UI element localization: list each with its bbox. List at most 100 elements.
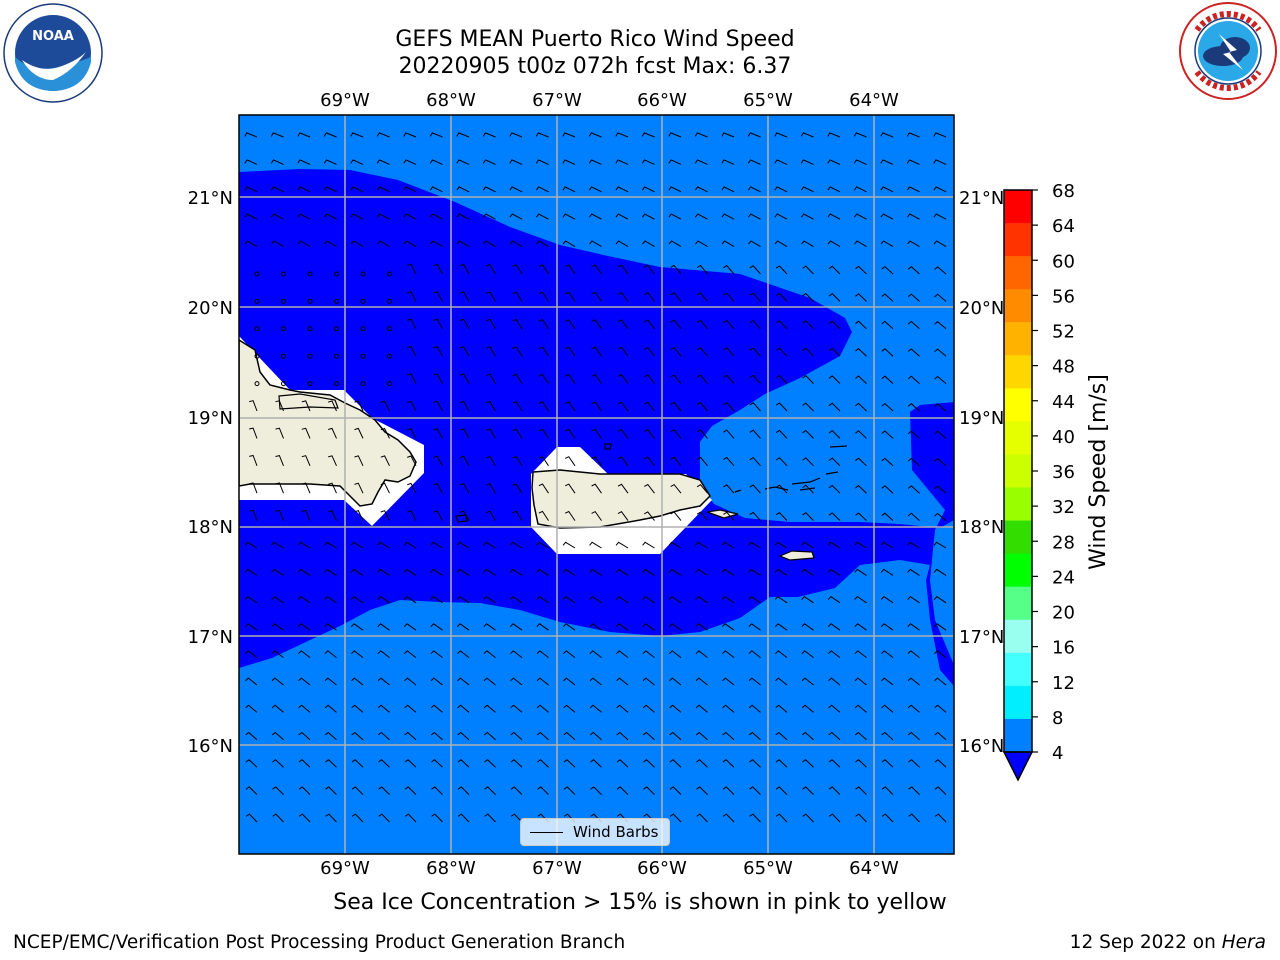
- wind-barb: [615, 541, 629, 549]
- wind-barb: [880, 541, 894, 549]
- wind-barb: [907, 213, 920, 220]
- wind-barb: [668, 132, 682, 138]
- lat-label: 19°N: [959, 408, 1004, 429]
- wind-barb: [801, 704, 814, 713]
- wind-barb: [510, 677, 523, 686]
- wind-barb: [721, 541, 735, 549]
- wind-barb: [486, 455, 496, 467]
- wind-barb: [377, 541, 390, 549]
- wind-barb: [376, 159, 390, 165]
- wind-barb: [536, 623, 549, 631]
- wind-barb: [271, 650, 284, 658]
- wind-barb: [563, 759, 576, 768]
- wind-barb: [484, 786, 496, 795]
- wind-barb: [459, 400, 470, 412]
- wind-barb: [536, 595, 549, 604]
- wind-barb: [615, 568, 629, 576]
- wind-barb: [562, 213, 576, 220]
- wind-barb: [749, 265, 761, 275]
- wind-barb: [564, 428, 576, 439]
- wind-barb: [433, 400, 443, 412]
- wind-barb: [801, 595, 814, 604]
- lon-label: 67°W: [532, 90, 582, 111]
- chart-subtitle: 20220905 t00z 072h fcst Max: 6.37: [398, 54, 792, 79]
- wind-barb: [564, 456, 576, 467]
- wind-barb: [459, 345, 470, 357]
- wind-barb: [249, 427, 258, 439]
- wind-barb: [407, 345, 417, 357]
- wind-barb: [457, 650, 470, 658]
- wind-barb: [642, 623, 655, 631]
- wind-barb: [535, 159, 549, 165]
- lon-labels-bottom: 69°W 68°W 67°W 66°W 65°W 64°W: [320, 858, 899, 879]
- wind-barb: [354, 427, 364, 439]
- wind-barb: [377, 623, 390, 631]
- wind-barb: [538, 483, 549, 494]
- wind-barb: [536, 677, 549, 686]
- wind-barb: [644, 483, 655, 494]
- wind-barb: [617, 346, 629, 357]
- wind-barb: [907, 512, 920, 521]
- wind-barb: [307, 381, 313, 387]
- wind-barb: [934, 348, 947, 357]
- wind-barb: [403, 623, 417, 631]
- wind-barb: [828, 457, 841, 467]
- wind-barb: [272, 759, 284, 768]
- wind-barb: [301, 455, 311, 466]
- wind-barb: [801, 650, 814, 658]
- legend-label: Wind Barbs: [573, 823, 659, 841]
- wind-barb: [380, 427, 390, 439]
- wind-barb: [802, 292, 814, 302]
- wind-barb: [642, 213, 655, 220]
- wind-barb: [512, 346, 523, 357]
- wind-barb: [723, 429, 735, 439]
- wind-barb: [324, 595, 337, 604]
- wind-barb: [377, 213, 390, 220]
- wind-barb: [459, 428, 470, 439]
- wind-barb: [433, 482, 443, 494]
- wind-barb: [906, 159, 920, 165]
- wind-barb: [483, 240, 496, 248]
- wind-barb: [800, 186, 814, 193]
- colorbar-segment: [1004, 322, 1032, 356]
- lat-label: 18°N: [188, 517, 233, 538]
- wind-barb: [351, 650, 364, 658]
- wind-barb: [562, 623, 576, 631]
- wind-barb: [563, 731, 576, 741]
- wind-barb: [934, 485, 947, 494]
- lon-label: 65°W: [743, 90, 793, 111]
- wind-barb: [828, 265, 841, 275]
- wind-barb: [802, 265, 814, 275]
- wind-barb: [642, 704, 655, 713]
- wind-barb: [456, 568, 470, 576]
- wind-barb: [668, 623, 682, 631]
- wind-barb: [696, 786, 708, 795]
- wind-barb: [642, 568, 655, 576]
- colorbar-segment: [1004, 454, 1032, 489]
- wind-barb: [670, 319, 682, 330]
- wind-barb: [590, 786, 602, 795]
- wind-barb: [695, 704, 708, 713]
- wind-barb: [457, 704, 470, 713]
- wind-barb: [538, 318, 549, 330]
- colorbar-tick-label: 36: [1052, 462, 1075, 483]
- wind-barb: [907, 430, 920, 439]
- wind-barb: [854, 568, 867, 576]
- sea-ice-note: Sea Ice Concentration > 15% is shown in …: [333, 890, 947, 915]
- wind-barb: [775, 677, 788, 686]
- colorbar-segment: [1004, 190, 1032, 224]
- wind-barb: [669, 731, 682, 741]
- wind-barb: [589, 677, 602, 686]
- wind-barb: [486, 346, 496, 357]
- lon-label: 66°W: [637, 858, 687, 879]
- wind-barb: [749, 402, 761, 412]
- wind-barb: [644, 456, 655, 467]
- wind-barb: [670, 346, 682, 357]
- wind-barb: [828, 320, 841, 330]
- wind-barb: [377, 731, 390, 741]
- wind-barb: [828, 704, 841, 713]
- wind-barb: [564, 510, 576, 521]
- wind-barb: [272, 786, 284, 795]
- wind-barb: [509, 623, 523, 631]
